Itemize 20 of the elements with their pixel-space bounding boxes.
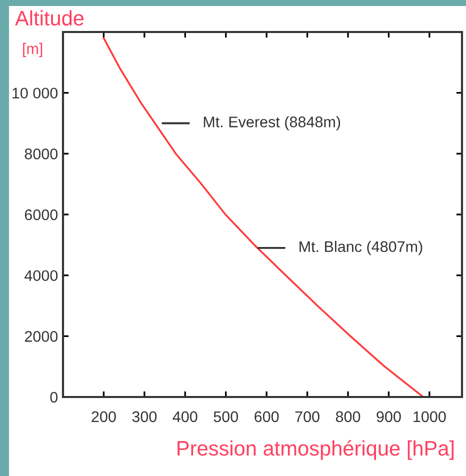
line-series [102,37,424,397]
y-tick-label: 2000 [24,331,58,342]
y-tick-label: 6000 [24,209,58,220]
y-axis-title: Altitude [m] [15,10,84,58]
x-tick-label: 600 [254,411,279,422]
x-tick-label: 400 [172,411,198,422]
x-tick-label: 300 [132,411,157,422]
y-tick-label: 8000 [24,148,58,160]
x-tick-label: 800 [336,411,360,422]
y-tick-label: 0 [50,392,58,403]
annotation: Mt. Everest (8848m) [204,116,340,130]
annotation: Mt. Blanc (4807m) [300,240,422,256]
x-tick-label: 200 [92,411,116,422]
y-tick-label: 4000 [24,270,58,282]
y-tick-label: 10 000 [12,88,58,99]
x-tick-label: 700 [295,411,320,422]
x-tick-label: 1000 [414,411,446,422]
x-tick-label: 500 [214,411,238,422]
x-tick-label: 900 [376,411,401,422]
x-axis-title: Pression atmosphérique [hPa] [178,440,454,460]
